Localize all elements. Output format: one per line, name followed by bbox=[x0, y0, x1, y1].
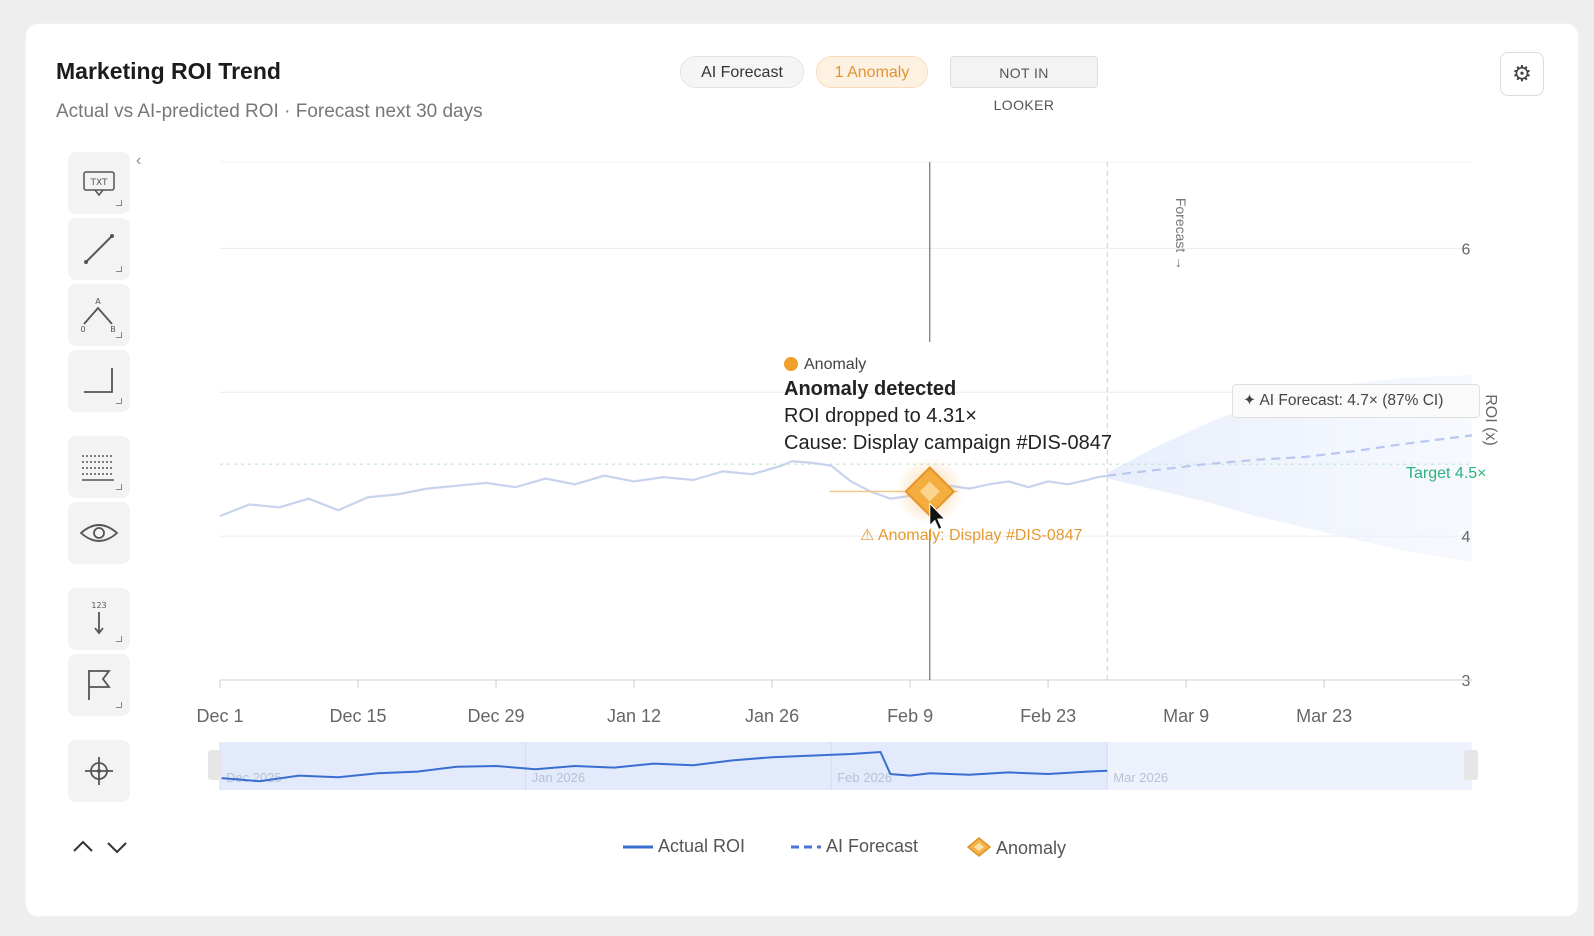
ai-forecast-callout: ✦ AI Forecast: 4.7× (87% CI) bbox=[1232, 384, 1480, 418]
x-tick-label: Jan 26 bbox=[745, 706, 799, 726]
navigator-month-label: Dec 2025 bbox=[226, 770, 282, 785]
grid-tool[interactable] bbox=[68, 436, 130, 498]
crosshair-tool[interactable] bbox=[68, 740, 130, 802]
solid-line-icon bbox=[623, 845, 653, 849]
chevron-left-icon[interactable]: ‹ bbox=[136, 152, 142, 169]
navigator-month-label: Mar 2026 bbox=[1113, 770, 1168, 785]
navigator-month-label: Jan 2026 bbox=[532, 770, 586, 785]
measure-tool[interactable]: 123 bbox=[68, 588, 130, 650]
legend-anomaly-label: Anomaly bbox=[996, 838, 1067, 858]
looker-status-badge: NOT IN LOOKER bbox=[950, 56, 1098, 113]
line-tool[interactable] bbox=[68, 218, 130, 280]
corner-tool[interactable] bbox=[68, 350, 130, 412]
legend-ai-forecast[interactable]: AI Forecast bbox=[790, 836, 918, 857]
gear-icon: ⚙ bbox=[1512, 61, 1532, 86]
svg-text:0: 0 bbox=[80, 325, 85, 334]
diamond-icon bbox=[966, 837, 992, 857]
svg-text:TXT: TXT bbox=[89, 178, 108, 188]
page-subtitle: Actual vs AI-predicted ROI · Forecast ne… bbox=[56, 101, 483, 122]
y-tick-label: 4 bbox=[1462, 529, 1471, 546]
y-tick-label: 3 bbox=[1462, 673, 1471, 690]
anomaly-tooltip: Anomaly Anomaly detected ROI dropped to … bbox=[784, 356, 1112, 455]
anomaly-count-badge[interactable]: 1 Anomaly bbox=[816, 56, 928, 88]
anomaly-marker-inner bbox=[919, 481, 940, 502]
navigator-series-line bbox=[219, 750, 1108, 783]
navigator-selection[interactable] bbox=[220, 742, 1108, 790]
y-axis-label: ROI (x) bbox=[1482, 394, 1499, 446]
cursor-icon bbox=[929, 502, 946, 531]
forecast-start-label: Forecast → bbox=[1173, 198, 1189, 270]
target-label: Target 4.5× bbox=[1406, 465, 1487, 482]
anomaly-annotation: ⚠ Anomaly: Display #DIS-0847 bbox=[860, 527, 1083, 544]
flag-tool[interactable] bbox=[68, 654, 130, 716]
tooltip-cause: Cause: Display campaign #DIS-0847 bbox=[784, 432, 1112, 454]
page-title: Marketing ROI Trend bbox=[56, 58, 281, 84]
range-navigator[interactable]: Dec 2025 Jan 2026 Feb 2026 Mar 2026 bbox=[208, 742, 1478, 790]
x-tick-label: Mar 9 bbox=[1163, 706, 1209, 726]
text-annotation-icon: TXT bbox=[83, 171, 115, 197]
tooltip-title: Anomaly detected bbox=[784, 378, 957, 400]
legend-forecast-label: AI Forecast bbox=[826, 836, 919, 856]
navigator-month-label: Feb 2026 bbox=[837, 770, 892, 785]
x-tick-label: Feb 9 bbox=[887, 706, 933, 726]
measure-tool-icon: 123 bbox=[91, 601, 107, 635]
ai-forecast-line[interactable] bbox=[1107, 434, 1473, 477]
legend-actual-roi[interactable]: Actual ROI bbox=[622, 836, 745, 857]
tooltip-series: Anomaly bbox=[804, 356, 867, 373]
legend-anomaly[interactable]: Anomaly bbox=[966, 836, 1066, 859]
dashed-line-icon bbox=[791, 845, 821, 849]
text-annotation-tool[interactable]: TXT bbox=[68, 152, 130, 214]
ai-forecast-badge[interactable]: AI Forecast bbox=[680, 56, 804, 88]
legend-actual-label: Actual ROI bbox=[658, 836, 746, 856]
chevron-down-icon[interactable] bbox=[102, 838, 132, 859]
actual-roi-line[interactable] bbox=[219, 460, 1108, 517]
line-tool-icon bbox=[84, 234, 114, 264]
forecast-ci-area bbox=[1107, 374, 1472, 563]
navigator-right-handle[interactable] bbox=[1464, 750, 1478, 780]
x-tick-label: Dec 29 bbox=[468, 706, 525, 726]
y-tick-label: 6 bbox=[1462, 241, 1471, 258]
eye-icon bbox=[79, 524, 119, 542]
tooltip-value: ROI dropped to 4.31× bbox=[784, 405, 977, 427]
x-tick-label: Feb 23 bbox=[1020, 706, 1076, 726]
x-tick-label: Dec 1 bbox=[196, 706, 243, 726]
svg-text:B: B bbox=[110, 325, 116, 334]
navigator-left-handle[interactable] bbox=[208, 750, 222, 780]
svg-text:123: 123 bbox=[91, 601, 106, 610]
x-tick-label: Mar 23 bbox=[1296, 706, 1352, 726]
x-tick-label: Dec 15 bbox=[329, 706, 386, 726]
settings-button[interactable]: ⚙ bbox=[1500, 52, 1544, 96]
visibility-toggle[interactable] bbox=[68, 502, 130, 564]
angle-tool-icon: A 0 B bbox=[80, 297, 116, 334]
flag-icon bbox=[88, 670, 111, 700]
crosshair-icon bbox=[85, 757, 113, 785]
forecast-confidence-band bbox=[1107, 374, 1472, 563]
corner-tool-icon bbox=[84, 368, 113, 393]
chevron-up-icon[interactable] bbox=[68, 838, 98, 859]
svg-text:A: A bbox=[95, 297, 101, 306]
angle-tool[interactable]: A 0 B bbox=[68, 284, 130, 346]
grid-tool-icon bbox=[82, 455, 114, 481]
anomaly-dot-icon bbox=[784, 357, 798, 371]
x-tick-label: Jan 12 bbox=[607, 706, 661, 726]
